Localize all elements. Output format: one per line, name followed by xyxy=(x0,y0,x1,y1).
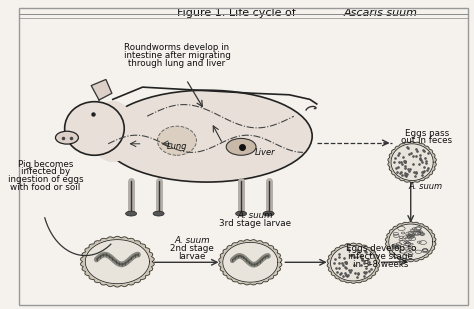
Text: through lung and liver: through lung and liver xyxy=(128,59,226,68)
Text: ingestion of eggs: ingestion of eggs xyxy=(8,175,83,184)
Polygon shape xyxy=(388,142,436,183)
Text: with food or soil: with food or soil xyxy=(10,183,81,192)
Ellipse shape xyxy=(126,211,137,216)
Ellipse shape xyxy=(236,211,246,216)
Text: A. suum: A. suum xyxy=(174,236,210,245)
Ellipse shape xyxy=(157,126,196,155)
Ellipse shape xyxy=(101,90,312,182)
Text: Roundworms develop in: Roundworms develop in xyxy=(124,44,229,53)
Text: Pig becomes: Pig becomes xyxy=(18,160,73,169)
Text: 3rd stage larvae: 3rd stage larvae xyxy=(219,219,291,228)
Polygon shape xyxy=(327,243,380,283)
Polygon shape xyxy=(85,240,149,284)
Text: Eggs develop to: Eggs develop to xyxy=(346,244,416,253)
Text: infected by: infected by xyxy=(21,167,70,176)
Text: Liver: Liver xyxy=(255,148,276,158)
Text: in 3-8 weeks: in 3-8 weeks xyxy=(353,260,409,269)
Text: intestine after migrating: intestine after migrating xyxy=(124,51,230,60)
Text: Lung: Lung xyxy=(167,142,187,151)
Ellipse shape xyxy=(64,102,124,155)
Text: A. suum: A. suum xyxy=(409,182,443,191)
Text: A. suum: A. suum xyxy=(237,211,273,220)
Polygon shape xyxy=(219,240,282,285)
Ellipse shape xyxy=(90,101,136,162)
Polygon shape xyxy=(330,245,376,281)
Ellipse shape xyxy=(153,211,164,216)
Polygon shape xyxy=(81,236,154,287)
Text: out in feces: out in feces xyxy=(401,136,452,145)
Text: Ascaris suum: Ascaris suum xyxy=(343,8,417,18)
Text: 2nd stage: 2nd stage xyxy=(170,244,214,253)
Ellipse shape xyxy=(263,211,274,216)
Text: Figure 1. Life cycle of: Figure 1. Life cycle of xyxy=(177,8,299,18)
Text: infective stage: infective stage xyxy=(348,252,413,261)
Polygon shape xyxy=(391,144,433,180)
Text: larvae: larvae xyxy=(178,252,206,261)
Ellipse shape xyxy=(55,131,78,144)
Polygon shape xyxy=(389,224,433,260)
Text: Eggs pass: Eggs pass xyxy=(405,129,449,138)
Polygon shape xyxy=(223,242,278,282)
Polygon shape xyxy=(91,79,112,100)
Ellipse shape xyxy=(226,138,256,155)
Polygon shape xyxy=(385,222,436,262)
